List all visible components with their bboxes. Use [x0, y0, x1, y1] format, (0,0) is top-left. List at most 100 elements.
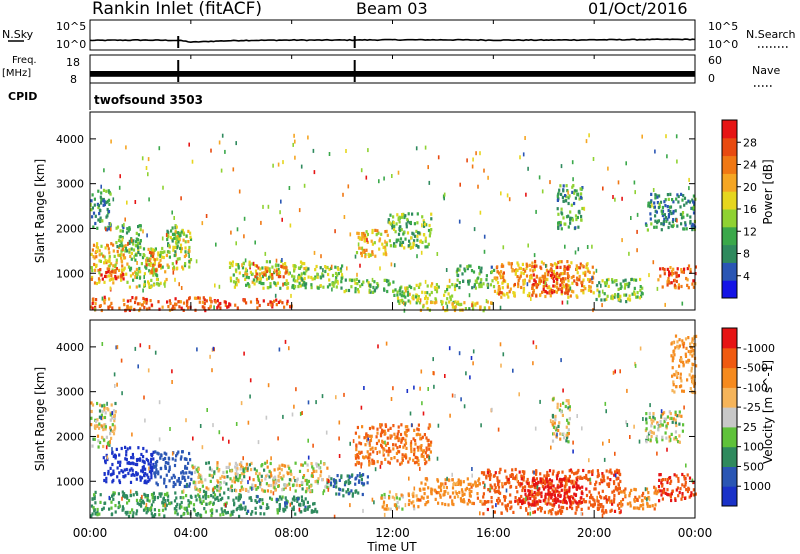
data-cell — [362, 250, 365, 254]
data-cell — [508, 481, 511, 485]
data-cell — [427, 387, 429, 391]
data-cell — [487, 474, 490, 478]
data-cell — [225, 501, 228, 505]
scatter-region-1 — [102, 445, 155, 485]
data-cell — [257, 440, 260, 445]
data-cell — [171, 232, 175, 236]
data-cell — [539, 477, 542, 481]
data-cell — [148, 466, 151, 470]
data-cell — [589, 278, 592, 282]
data-cell — [680, 270, 683, 274]
data-cell — [674, 413, 677, 417]
data-cell — [561, 300, 564, 305]
data-cell — [497, 496, 500, 501]
data-cell — [585, 487, 588, 491]
data-cell — [556, 278, 559, 282]
data-cell — [306, 463, 309, 467]
data-cell — [102, 428, 105, 432]
data-cell — [561, 470, 564, 474]
data-cell — [676, 218, 678, 223]
data-cell — [446, 288, 449, 292]
data-cell — [506, 283, 509, 287]
data-cell — [548, 478, 551, 482]
data-cell — [522, 290, 525, 294]
scatter-region-11 — [518, 477, 584, 507]
data-cell — [406, 219, 409, 223]
data-cell — [392, 386, 394, 391]
data-cell — [681, 301, 684, 306]
data-cell — [414, 442, 417, 446]
data-cell — [207, 307, 210, 311]
data-cell — [566, 265, 569, 269]
data-cell — [683, 477, 686, 481]
data-cell — [229, 513, 232, 517]
data-cell — [335, 492, 338, 496]
freq-strip-frame — [89, 54, 696, 84]
data-cell — [335, 485, 338, 489]
data-cell — [535, 294, 538, 298]
data-cell — [307, 135, 309, 140]
data-cell — [549, 492, 552, 496]
data-cell — [453, 287, 457, 292]
data-cell — [300, 272, 303, 276]
data-cell — [110, 242, 113, 246]
scatter-region-15 — [343, 277, 395, 294]
data-cell — [564, 481, 568, 485]
data-cell — [605, 495, 608, 499]
data-cell — [288, 482, 291, 486]
data-cell — [581, 426, 583, 431]
data-cell — [671, 389, 674, 393]
data-cell — [292, 476, 296, 480]
data-cell — [137, 364, 139, 369]
data-cell — [609, 499, 611, 504]
data-cell — [652, 415, 655, 419]
data-cell — [154, 471, 157, 475]
data-cell — [150, 278, 153, 282]
data-cell — [527, 481, 530, 485]
data-cell — [531, 480, 534, 484]
data-cell — [328, 475, 331, 479]
data-cell — [547, 492, 550, 496]
data-cell — [213, 470, 216, 474]
data-cell — [663, 267, 666, 272]
data-cell — [258, 472, 261, 476]
data-cell — [454, 305, 457, 309]
data-cell — [568, 405, 571, 409]
data-cell — [138, 503, 141, 507]
data-cell — [682, 363, 685, 367]
data-cell — [165, 452, 168, 456]
data-cell — [111, 423, 114, 427]
data-cell — [241, 263, 243, 268]
data-cell — [557, 470, 560, 475]
data-cell — [176, 479, 179, 483]
data-cell — [499, 305, 502, 310]
data-cell — [412, 504, 415, 508]
data-cell — [350, 285, 353, 289]
data-cell — [581, 264, 584, 268]
data-cell — [421, 240, 424, 244]
data-cell — [154, 258, 157, 262]
data-cell — [146, 473, 149, 477]
data-cell — [243, 234, 245, 239]
data-cell — [453, 495, 456, 499]
data-cell — [139, 457, 142, 461]
data-cell — [176, 257, 179, 261]
data-cell — [529, 485, 532, 489]
scatter-region-9 — [417, 477, 482, 507]
data-cell — [112, 264, 115, 268]
nave-label: Nave — [752, 64, 780, 77]
data-cell — [204, 309, 207, 313]
data-cell — [428, 180, 431, 185]
data-cell — [648, 415, 651, 419]
data-cell — [331, 273, 335, 278]
data-cell — [256, 301, 259, 305]
data-cell — [485, 274, 488, 278]
data-cell — [145, 166, 148, 170]
data-cell — [157, 253, 160, 257]
data-cell — [385, 341, 388, 346]
data-cell — [245, 466, 248, 470]
data-cell — [675, 370, 678, 374]
data-cell — [448, 300, 451, 304]
data-cell — [417, 297, 420, 301]
data-cell — [133, 473, 136, 477]
